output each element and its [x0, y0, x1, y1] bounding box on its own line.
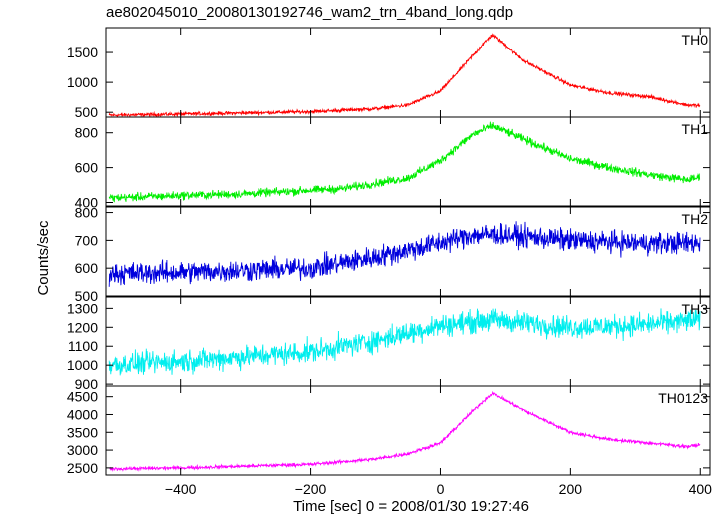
panel-th1: 400 600 800 TH1 — [75, 116, 711, 211]
y-tick-label: 700 — [75, 232, 99, 248]
series-line-th2 — [108, 221, 701, 287]
x-tick-label: 200 — [559, 481, 583, 497]
y-tick-label: 2500 — [67, 460, 98, 476]
panel-frame — [105, 116, 711, 207]
x-tick-label: 400 — [689, 481, 713, 497]
y-tick-label: 400 — [75, 195, 99, 211]
panel-label: TH1 — [682, 121, 709, 137]
panel-frame — [105, 206, 711, 297]
y-tick-label: 500 — [75, 288, 99, 304]
series-line-th3 — [108, 308, 701, 376]
plot-title: ae802045010_20080130192746_wam2_trn_4ban… — [106, 4, 514, 21]
panel-label: TH0123 — [658, 390, 708, 406]
y-axis-label: Counts/sec — [35, 220, 52, 296]
y-tick-label: 500 — [75, 104, 99, 120]
x-tick-label: −200 — [295, 481, 327, 497]
panel-frame — [105, 296, 711, 387]
y-tick-label: 600 — [75, 160, 99, 176]
panel-frame — [105, 385, 711, 476]
series-line-th1 — [108, 121, 701, 203]
y-tick-label: 1300 — [67, 300, 98, 316]
series-line-th0123 — [109, 390, 701, 472]
x-tick-label: 0 — [437, 481, 445, 497]
y-tick-label: 1100 — [68, 338, 98, 354]
y-tick-label: 800 — [75, 205, 99, 221]
y-tick-label: 800 — [75, 125, 99, 141]
x-tick-label: −400 — [165, 481, 197, 497]
y-tick-label: 4000 — [67, 406, 98, 422]
series-line-th0 — [108, 33, 701, 117]
panel-th2: 500 600 700 800 TH2 — [75, 205, 711, 304]
x-axis-label: Time [sec] 0 = 2008/01/30 19:27:46 — [293, 498, 529, 515]
y-tick-label: 1000 — [67, 74, 98, 90]
y-tick-label: 1500 — [67, 44, 98, 60]
panel-label: TH3 — [682, 301, 709, 317]
panel-label: TH0 — [682, 32, 709, 48]
y-tick-label: 3000 — [67, 442, 98, 458]
panel-label: TH2 — [682, 211, 709, 227]
y-tick-label: 900 — [75, 376, 99, 392]
y-tick-label: 4500 — [67, 389, 98, 405]
y-tick-label: 1000 — [67, 357, 98, 373]
y-tick-label: 3500 — [67, 424, 98, 440]
y-tick-label: 1200 — [67, 319, 98, 335]
y-tick-label: 600 — [75, 260, 99, 276]
panel-th3: 900 1000 1100 1200 1300 TH3 — [67, 296, 711, 392]
panel-th0: 500 1000 1500 TH0 — [67, 27, 711, 120]
